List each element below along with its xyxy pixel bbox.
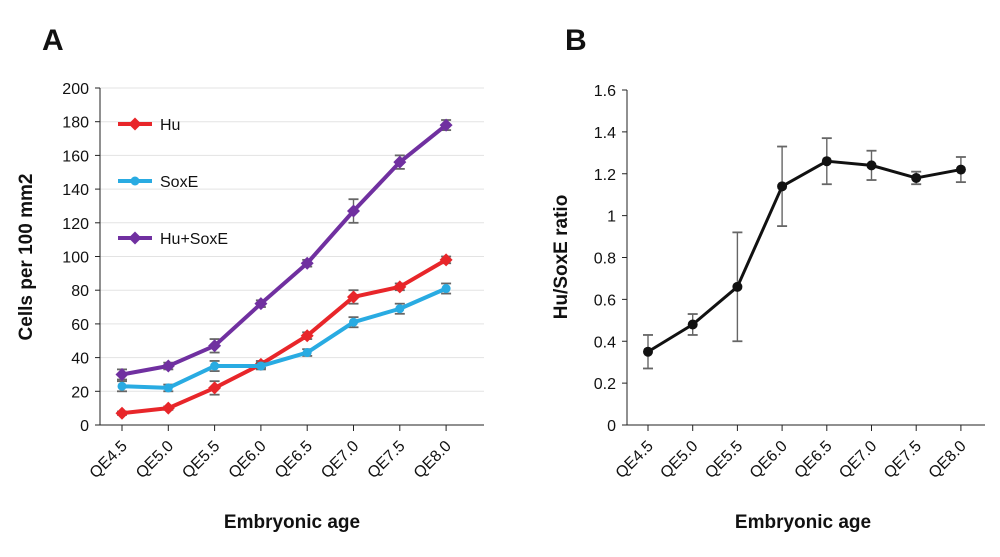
panel-b-x-axis-title: Embryonic age — [735, 512, 871, 533]
panel-a-series-soxe-point — [210, 361, 220, 371]
legend-label-soxe: SoxE — [160, 174, 198, 191]
panel-b-series-hu-soxe-ratio-point — [821, 156, 832, 167]
panel-a-y-axis-title: Cells per 100 mm2 — [16, 174, 37, 341]
panel-a-series-soxe-point — [256, 361, 266, 371]
panel-b-y-axis-title: Hu/SoxE ratio — [551, 195, 572, 320]
panel-b-y-tick-label: 1.4 — [594, 125, 616, 142]
panel-a-x-tick-label: QE6.5 — [272, 438, 316, 482]
panel-a-series-hu-point — [439, 253, 453, 267]
panel-a-x-axis-title: Embryonic age — [224, 512, 360, 533]
panel-a-series-hu-point — [347, 290, 360, 304]
panel-b-x-tick-label: QE5.0 — [657, 438, 701, 482]
panel-a-series-soxe-point — [302, 348, 312, 358]
panel-b-y-tick-label: 1.2 — [594, 167, 616, 184]
panel-a-x-tick-label: QE7.0 — [318, 438, 362, 482]
panel-b-series-hu-soxe-ratio-point — [777, 181, 788, 192]
panel-a-series-hu-point — [300, 329, 314, 343]
panel-b-series-hu-soxe-ratio-point — [732, 281, 743, 292]
panel-b-series-hu-soxe-ratio-point — [687, 319, 698, 330]
panel-a-series-hu-point — [161, 401, 175, 415]
panel-a-y-tick-label: 100 — [62, 250, 89, 267]
legend-marker-hu — [128, 117, 142, 131]
panel-b-x-tick-label: QE7.0 — [836, 438, 880, 482]
panel-b-y-tick-label: 0.2 — [594, 376, 616, 393]
panel-a-series-hu-soxe-point — [439, 118, 453, 132]
panel-b-series-hu-soxe-ratio-point — [955, 164, 966, 175]
panel-b-y-tick-label: 0.4 — [594, 334, 616, 351]
panel-b-series-hu-soxe-ratio-point — [643, 346, 653, 357]
panel-a-y-tick-label: 120 — [62, 216, 89, 233]
legend-marker-hu-soxe — [128, 231, 142, 245]
panel-b-y-tick-label: 0.8 — [594, 251, 616, 268]
panel-b-x-tick-label: QE6.0 — [747, 438, 791, 482]
panel-b-series-hu-soxe-ratio-line — [647, 159, 962, 353]
panel-a-y-tick-label: 160 — [62, 148, 89, 165]
panel-b-x-tick-label: QE8.0 — [926, 438, 970, 482]
panel-a-series-hu-soxe-point — [254, 297, 268, 311]
panel-a-series-hu-point — [393, 280, 407, 294]
panel-b-y-tick-label: 0.6 — [594, 292, 616, 309]
panel-b-x-tick-label: QE4.5 — [613, 438, 657, 482]
panel-a-x-tick-label: QE8.0 — [411, 438, 455, 482]
panel-a-series-soxe-point — [349, 317, 358, 327]
panel-b-series-hu-soxe-ratio-point — [911, 172, 922, 183]
panel-b-series-hu-soxe-ratio-point — [866, 160, 877, 171]
panel-a-x-tick-label: QE4.5 — [87, 438, 131, 482]
panel-a-legend: Hu SoxE Hu+SoxE — [118, 117, 228, 248]
panel-b-x-tick-label: QE6.5 — [792, 438, 836, 482]
panel-a-series-soxe-point — [395, 304, 405, 314]
panel-b-x-tick-label: QE7.5 — [881, 438, 925, 482]
panel-a-y-tick-label: 200 — [62, 81, 89, 98]
panel-a-series-soxe-point — [117, 381, 127, 391]
panel-a-series-hu-soxe-point — [300, 256, 314, 270]
panel-a-series-hu-soxe-point — [208, 339, 222, 353]
panel-b-y-tick-label: 1 — [607, 209, 616, 226]
panel-a-y-tick-label: 60 — [71, 317, 89, 334]
panel-a-x-tick-label: QE7.5 — [365, 438, 409, 482]
panel-a-series-soxe-line — [121, 286, 447, 390]
panel-a-series-hu-line — [121, 258, 448, 416]
panel-a-y-tick-label: 0 — [80, 418, 89, 435]
panel-a-series-soxe-point — [163, 383, 173, 393]
panel-b-y-tick-label: 0 — [607, 418, 616, 435]
panel-b-x-tick-label: QE5.5 — [702, 438, 746, 482]
panel-a-y-tick-label: 20 — [71, 384, 89, 401]
legend-label-hu-soxe: Hu+SoxE — [160, 231, 228, 248]
panel-a-series-hu-point — [115, 406, 129, 420]
panel-a-x-tick-label: QE5.5 — [179, 438, 223, 482]
panel-a-series-hu-point — [208, 381, 222, 395]
panel-a-series-soxe-point — [441, 284, 451, 294]
legend-marker-soxe — [130, 176, 140, 186]
panel-a-series-hu-soxe-line — [121, 123, 448, 377]
panel-a-y-tick-label: 40 — [71, 351, 89, 368]
panel-a-y-tick-label: 180 — [62, 115, 89, 132]
legend-label-hu: Hu — [160, 117, 180, 134]
panel-a-series-hu-soxe-point — [115, 367, 129, 381]
panel-a-plot: 0 20 40 60 80 100 120 140 160 180 200 QE4.5 QE5.0 QE5… — [62, 81, 484, 482]
panel-a-x-tick-label: QE5.0 — [133, 438, 177, 482]
panel-a-y-tick-label: 140 — [62, 182, 89, 199]
panel-a-x-tick-label: QE6.0 — [226, 438, 270, 482]
panel-a-series-hu-soxe-point — [161, 359, 175, 373]
panel-a-series-hu-soxe-point — [347, 204, 360, 218]
panel-a-label: A — [42, 24, 64, 57]
panel-b-y-tick-label: 1.6 — [594, 83, 616, 100]
panel-b-label: B — [565, 24, 587, 57]
panel-a-y-tick-label: 80 — [71, 283, 89, 300]
panel-a-series-hu-soxe-point — [393, 155, 407, 169]
